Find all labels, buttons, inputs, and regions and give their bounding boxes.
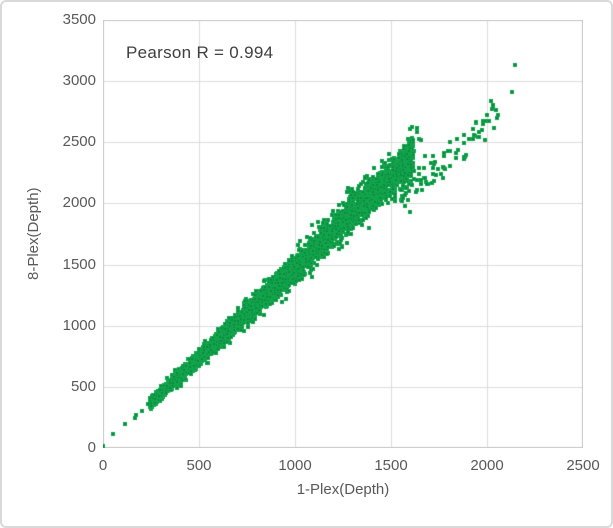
scatter-plot-canvas: [103, 20, 583, 448]
x-axis-tick-label: 1000: [278, 457, 312, 474]
pearson-annotation: Pearson R = 0.994: [126, 43, 274, 62]
x-axis-title: 1-Plex(Depth): [296, 481, 390, 498]
y-axis-tick-label: 1000: [62, 317, 96, 334]
y-axis-tick-label: 3500: [62, 11, 96, 28]
y-axis-tick-label: 500: [70, 378, 96, 395]
y-axis-tick-label: 2500: [62, 133, 96, 150]
y-axis-tick-label: 2000: [62, 194, 96, 211]
x-axis-tick-label: 500: [186, 457, 212, 474]
y-axis-tick-label: 1500: [62, 256, 96, 273]
x-axis-tick-label: 1500: [374, 457, 408, 474]
x-axis-tick-label: 2500: [566, 457, 600, 474]
y-axis-tick-label: 0: [87, 439, 96, 456]
x-axis-tick-label: 2000: [470, 457, 504, 474]
x-axis-tick-label: 0: [98, 457, 108, 474]
y-axis-tick-label: 3000: [62, 72, 96, 89]
